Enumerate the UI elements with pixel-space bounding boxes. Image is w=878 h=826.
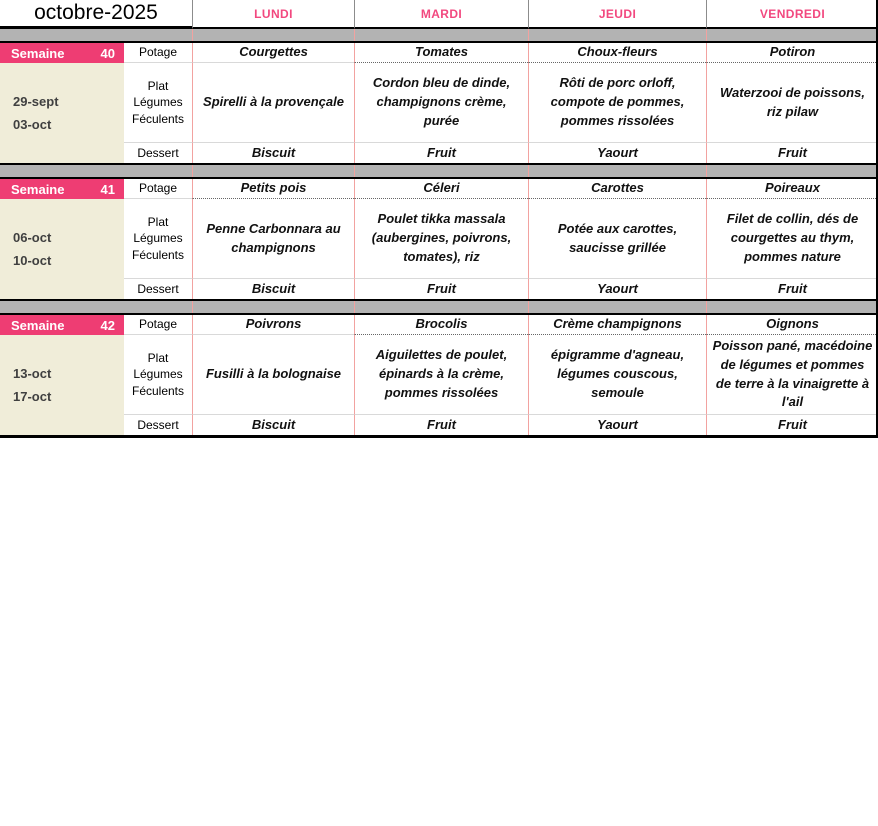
date-range-end: 17-oct xyxy=(13,389,52,404)
dessert-cell-lundi: Biscuit xyxy=(192,415,354,435)
week-dates: 06-oct 10-oct xyxy=(0,199,124,299)
date-range-end: 03-oct xyxy=(13,117,52,132)
week-banner: Semaine 41 xyxy=(0,179,124,199)
day-header-vendredi: VENDREDI xyxy=(706,0,878,29)
week-dates: 13-oct 17-oct xyxy=(0,335,124,435)
row-label-potage: Potage xyxy=(124,179,192,199)
plat-cell-jeudi: Rôti de porc orloff, compote de pommes, … xyxy=(528,63,706,143)
week-separator xyxy=(0,29,878,43)
week-block-42: Semaine 42 Potage Poivrons Brocolis Crèm… xyxy=(0,315,878,438)
plat-cell-mardi: Poulet tikka massala (aubergines, poivro… xyxy=(354,199,528,279)
week-banner-number: 42 xyxy=(100,317,115,333)
week-banner-number: 40 xyxy=(100,45,115,61)
dessert-cell-lundi: Biscuit xyxy=(192,279,354,299)
dessert-cell-jeudi: Yaourt xyxy=(528,143,706,163)
potage-cell-vendredi: Poireaux xyxy=(706,179,878,199)
week-block-41: Semaine 41 Potage Petits pois Céleri Car… xyxy=(0,179,878,299)
day-header-jeudi: JEUDI xyxy=(528,0,706,29)
plat-cell-jeudi: Potée aux carottes, saucisse grillée xyxy=(528,199,706,279)
row-label-dessert: Dessert xyxy=(124,143,192,163)
row-label-plat: Plat Légumes Féculents xyxy=(124,335,192,415)
dessert-cell-vendredi: Fruit xyxy=(706,279,878,299)
row-label-potage: Potage xyxy=(124,315,192,335)
potage-cell-lundi: Courgettes xyxy=(192,43,354,63)
date-range-end: 10-oct xyxy=(13,253,52,268)
week-banner-label: Semaine xyxy=(11,45,65,61)
day-header-lundi: LUNDI xyxy=(192,0,354,29)
week-separator xyxy=(0,163,878,179)
date-range-start: 13-oct xyxy=(13,366,52,381)
month-title: octobre-2025 xyxy=(0,0,192,29)
week-banner-number: 41 xyxy=(100,181,115,197)
menu-table: octobre-2025 LUNDI MARDI JEUDI VENDREDI … xyxy=(0,0,878,438)
plat-cell-lundi: Fusilli à la bolognaise xyxy=(192,335,354,415)
potage-cell-jeudi: Choux-fleurs xyxy=(528,43,706,63)
date-range-start: 06-oct xyxy=(13,230,52,245)
potage-cell-jeudi: Carottes xyxy=(528,179,706,199)
week-dates: 29-sept 03-oct xyxy=(0,63,124,163)
dessert-cell-vendredi: Fruit xyxy=(706,143,878,163)
dessert-cell-mardi: Fruit xyxy=(354,415,528,435)
plat-cell-mardi: Cordon bleu de dinde, champignons crème,… xyxy=(354,63,528,143)
dessert-cell-lundi: Biscuit xyxy=(192,143,354,163)
week-block-40: Semaine 40 Potage Courgettes Tomates Cho… xyxy=(0,43,878,163)
week-banner-label: Semaine xyxy=(11,181,65,197)
potage-cell-lundi: Poivrons xyxy=(192,315,354,335)
table-header-row: octobre-2025 LUNDI MARDI JEUDI VENDREDI xyxy=(0,0,878,29)
plat-cell-lundi: Penne Carbonnara au champignons xyxy=(192,199,354,279)
potage-cell-vendredi: Oignons xyxy=(706,315,878,335)
date-range-start: 29-sept xyxy=(13,94,59,109)
dessert-cell-vendredi: Fruit xyxy=(706,415,878,435)
dessert-cell-jeudi: Yaourt xyxy=(528,415,706,435)
potage-cell-mardi: Brocolis xyxy=(354,315,528,335)
dessert-cell-mardi: Fruit xyxy=(354,279,528,299)
day-header-mardi: MARDI xyxy=(354,0,528,29)
plat-cell-vendredi: Poisson pané, macédoine de légumes et po… xyxy=(706,335,878,415)
row-label-dessert: Dessert xyxy=(124,279,192,299)
plat-cell-vendredi: Waterzooi de poissons, riz pilaw xyxy=(706,63,878,143)
plat-cell-vendredi: Filet de collin, dés de courgettes au th… xyxy=(706,199,878,279)
potage-cell-mardi: Céleri xyxy=(354,179,528,199)
row-label-plat: Plat Légumes Féculents xyxy=(124,199,192,279)
week-banner-label: Semaine xyxy=(11,317,65,333)
potage-cell-vendredi: Potiron xyxy=(706,43,878,63)
week-banner: Semaine 42 xyxy=(0,315,124,335)
week-separator xyxy=(0,299,878,315)
table-right-border xyxy=(876,0,878,438)
potage-cell-jeudi: Crème champignons xyxy=(528,315,706,335)
potage-cell-mardi: Tomates xyxy=(354,43,528,63)
week-banner: Semaine 40 xyxy=(0,43,124,63)
row-label-dessert: Dessert xyxy=(124,415,192,435)
row-label-potage: Potage xyxy=(124,43,192,63)
plat-cell-mardi: Aiguilettes de poulet, épinards à la crè… xyxy=(354,335,528,415)
row-label-plat: Plat Légumes Féculents xyxy=(124,63,192,143)
dessert-cell-jeudi: Yaourt xyxy=(528,279,706,299)
plat-cell-jeudi: épigramme d'agneau, légumes couscous, se… xyxy=(528,335,706,415)
potage-cell-lundi: Petits pois xyxy=(192,179,354,199)
plat-cell-lundi: Spirelli à la provençale xyxy=(192,63,354,143)
dessert-cell-mardi: Fruit xyxy=(354,143,528,163)
